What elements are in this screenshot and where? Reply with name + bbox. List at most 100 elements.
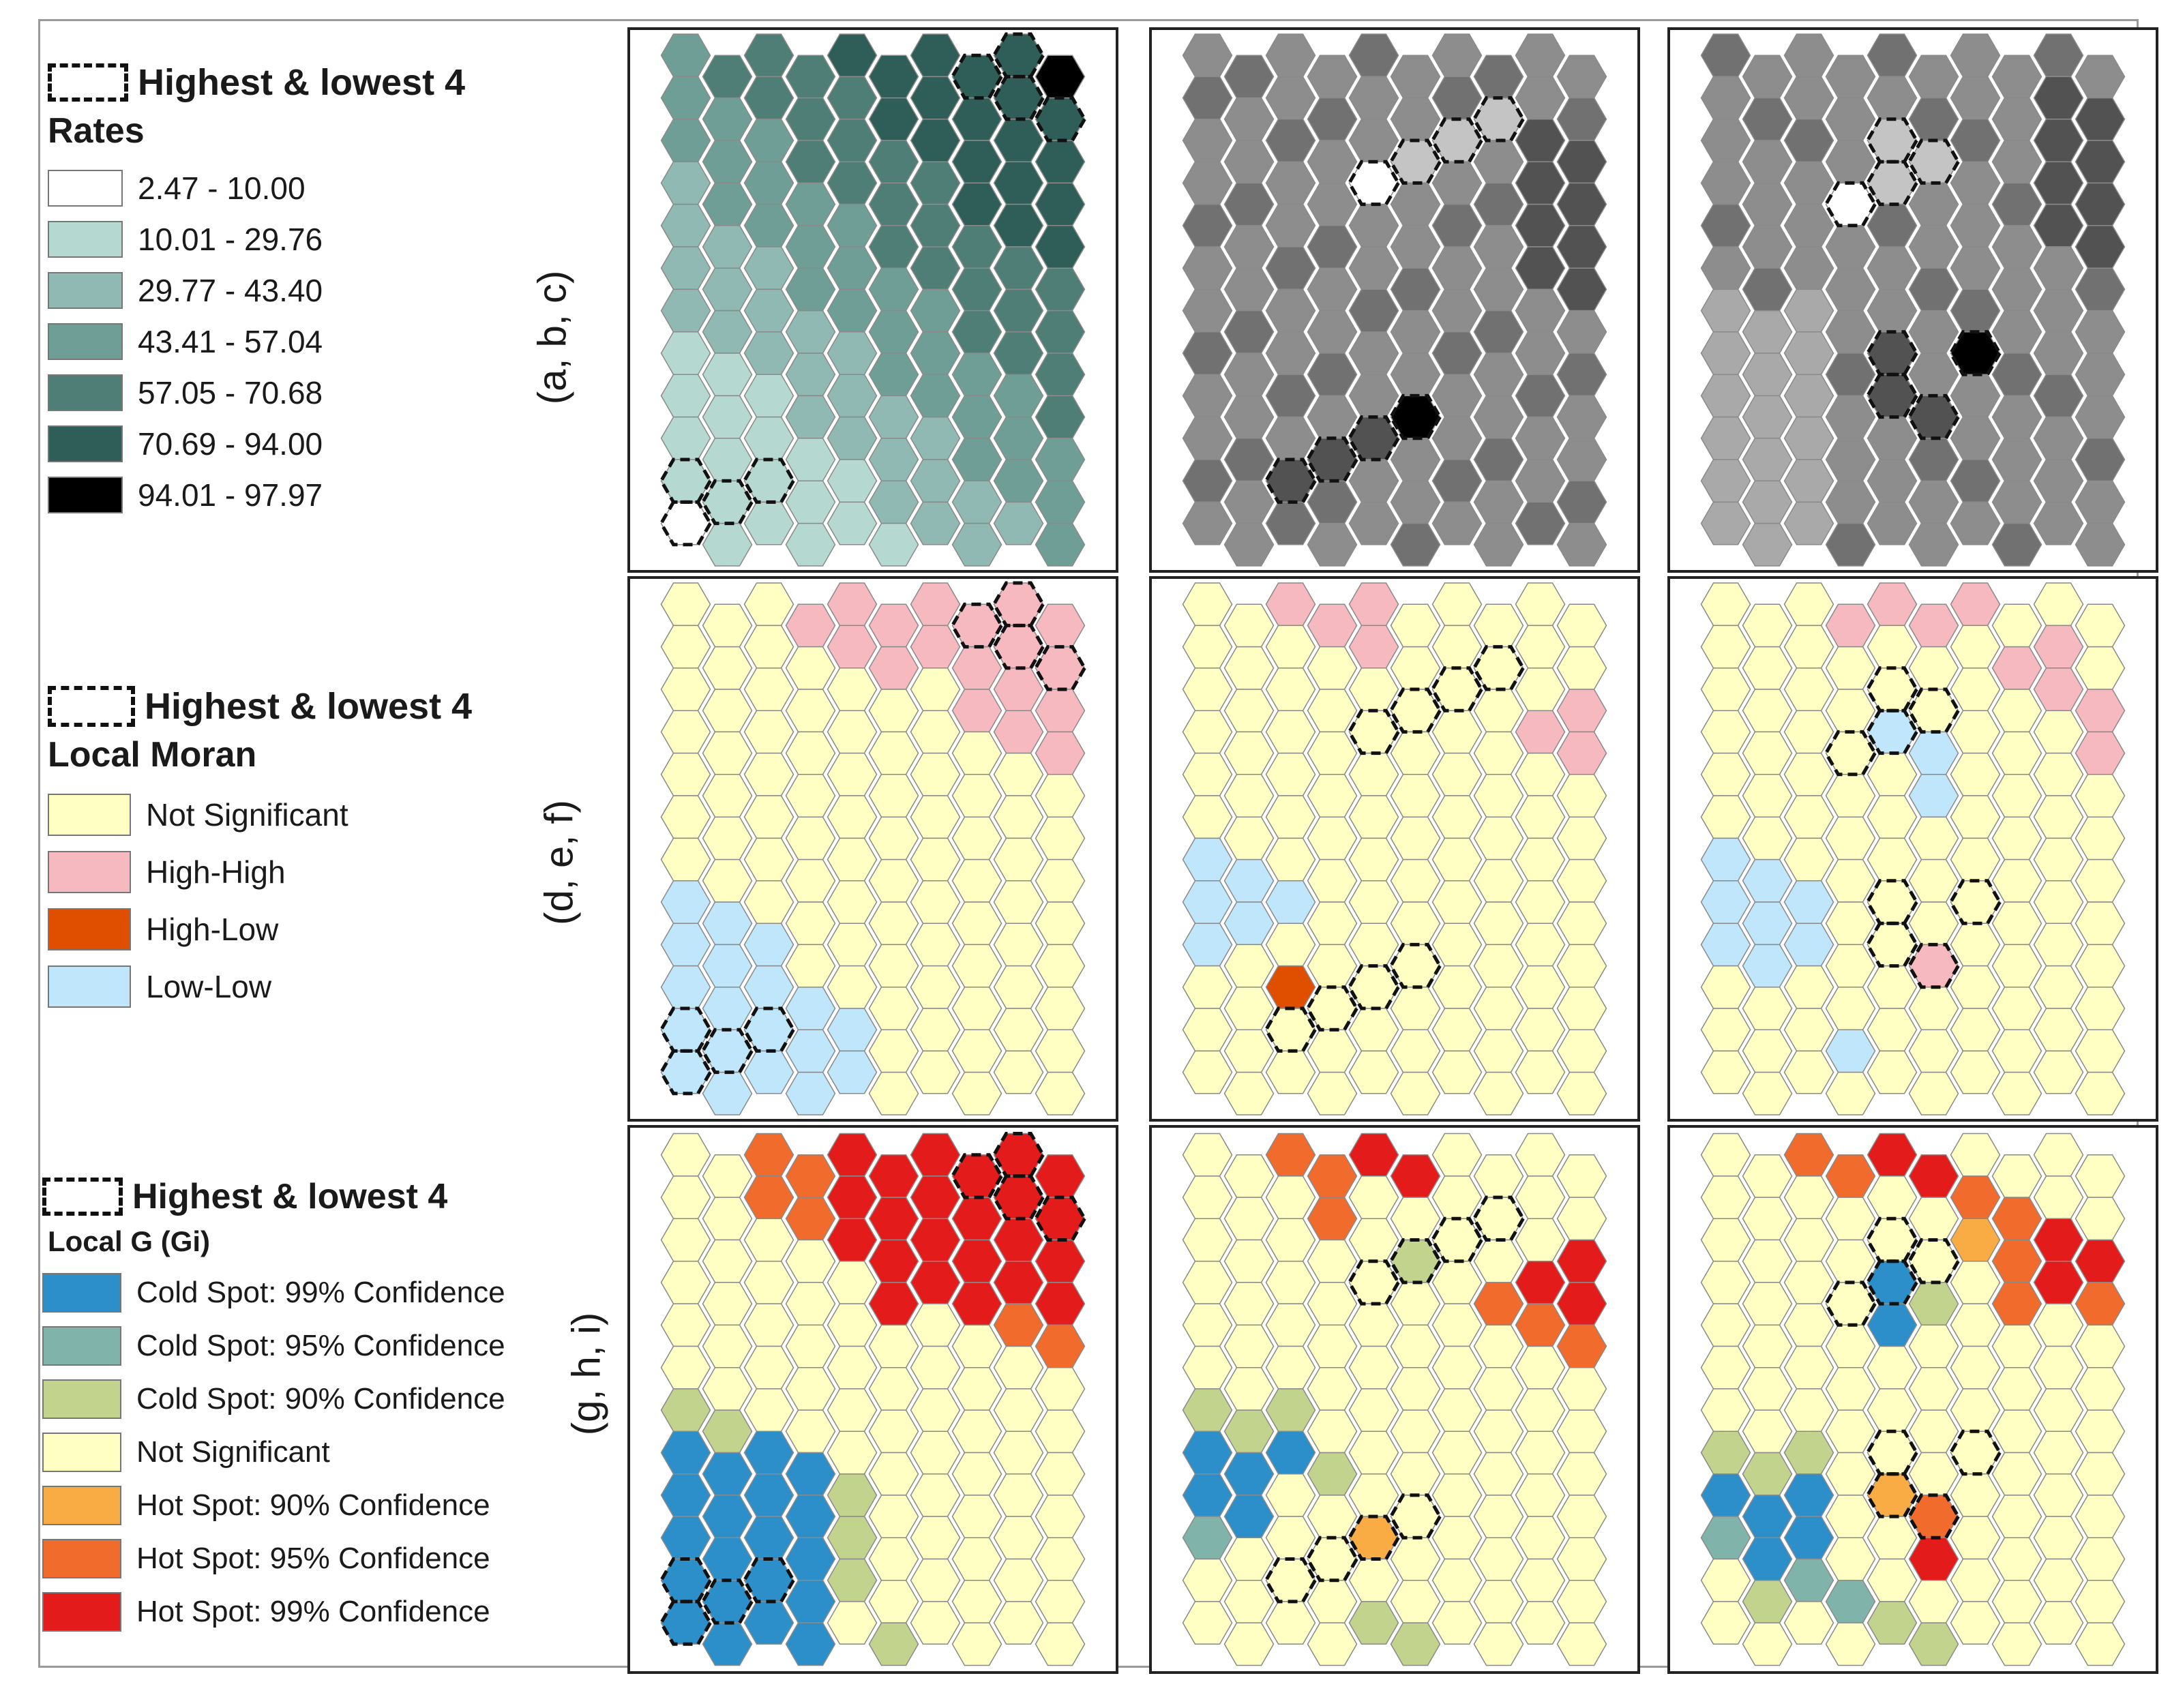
hex-cell xyxy=(702,1622,753,1666)
hex-cell xyxy=(1431,459,1483,503)
hex-cell xyxy=(660,752,711,796)
hex-cell xyxy=(993,752,1044,796)
hex-cell xyxy=(951,646,1002,690)
hex-cell xyxy=(1556,1324,1607,1368)
hex-cell xyxy=(1515,1218,1566,1262)
hex-cell xyxy=(1223,55,1275,99)
hex-cell xyxy=(1390,858,1441,903)
highlight-outline xyxy=(950,602,1004,649)
hex-cell xyxy=(827,880,878,924)
hex-cell xyxy=(951,1029,1002,1073)
hex-cell xyxy=(1515,1345,1566,1390)
hex-cell xyxy=(660,1175,711,1220)
hex-cell xyxy=(1473,1324,1524,1368)
hex-cell xyxy=(1908,1071,1959,1115)
hex-cell xyxy=(1700,625,1751,669)
hex-cell xyxy=(1307,1282,1358,1326)
hex-cell xyxy=(1556,816,1607,860)
gi-legend: Highest & lowest 4 Local G (Gi) Cold Spo… xyxy=(42,1176,505,1638)
hex-cell xyxy=(1908,1197,1959,1241)
hex-cell xyxy=(1390,1197,1441,1241)
map-panel-b xyxy=(1149,27,1640,573)
hex-cell xyxy=(951,1452,1002,1496)
hex-cell xyxy=(1515,795,1566,839)
hex-cell xyxy=(1991,858,2042,903)
hex-cell xyxy=(1700,416,1751,460)
hex-cell xyxy=(2075,774,2126,818)
hex-cell xyxy=(702,522,753,567)
hex-cell xyxy=(2075,353,2126,397)
hex-cell xyxy=(702,55,753,99)
hex-cell xyxy=(1307,1622,1358,1666)
hex-cell xyxy=(1265,33,1316,78)
hex-cell xyxy=(2075,731,2126,775)
hex-cell xyxy=(1431,965,1483,1009)
hex-cell xyxy=(1556,97,1607,141)
hex-cell xyxy=(1265,203,1316,248)
hex-cell xyxy=(910,288,961,333)
hex-cell xyxy=(951,182,1002,226)
hex-cell xyxy=(1223,1239,1275,1283)
hex-cell xyxy=(951,1071,1002,1115)
hex-cell xyxy=(743,331,794,375)
hex-cell xyxy=(1950,752,2001,796)
hex-cell xyxy=(1265,837,1316,882)
hex-cell xyxy=(1473,1239,1524,1283)
hex-cell xyxy=(1182,752,1233,796)
hex-cell xyxy=(743,1218,794,1262)
hex-cell xyxy=(743,710,794,754)
hex-cell xyxy=(1783,459,1834,503)
hex-cell xyxy=(827,837,878,882)
hex-cell xyxy=(1742,1239,1793,1283)
hex-cell xyxy=(1783,1175,1834,1220)
hex-cell xyxy=(910,1388,961,1433)
hex-cell xyxy=(660,1260,711,1304)
legend-label: High-High xyxy=(146,854,286,890)
hex-cell xyxy=(1783,923,1834,967)
hex-cell xyxy=(1556,646,1607,690)
hex-cell xyxy=(1825,1409,1876,1454)
row-label-abc: (a, b, c) xyxy=(530,270,575,405)
hex-cell xyxy=(1950,1050,2001,1094)
hex-cell xyxy=(1556,310,1607,354)
hex-cell xyxy=(785,858,836,903)
highlight-outline xyxy=(1033,1195,1087,1242)
hex-cell xyxy=(1556,901,1607,946)
hex-cell xyxy=(1700,1133,1751,1177)
hex-cell xyxy=(1265,374,1316,418)
hex-cell xyxy=(1825,1366,1876,1411)
hex-cell xyxy=(1825,225,1876,269)
hex-cell xyxy=(743,668,794,711)
hex-cell xyxy=(1390,816,1441,860)
hex-cell xyxy=(951,1409,1002,1454)
hex-cell xyxy=(1556,438,1607,481)
hex-cell xyxy=(827,288,878,333)
hex-cell xyxy=(785,55,836,99)
hex-cell xyxy=(1182,965,1233,1009)
hex-cell xyxy=(868,225,919,269)
hex-cell xyxy=(1223,480,1275,524)
hex-cell xyxy=(1182,416,1233,460)
highlight-outline xyxy=(1472,645,1526,691)
hex-cell xyxy=(785,1366,836,1411)
hex-map-e xyxy=(1182,582,1607,1115)
hex-cell xyxy=(1700,1558,1751,1602)
hex-cell xyxy=(2033,923,2084,967)
hex-cell xyxy=(993,1388,1044,1433)
hex-cell xyxy=(1515,710,1566,754)
highlight-outline xyxy=(1824,1280,1877,1327)
hex-cell xyxy=(1348,1601,1399,1645)
hex-cell xyxy=(1867,33,1918,78)
hex-cell xyxy=(1348,33,1399,78)
hex-cell xyxy=(910,331,961,375)
hex-cell xyxy=(1867,1345,1918,1390)
hex-cell xyxy=(785,901,836,946)
hex-cell xyxy=(1742,1622,1793,1666)
hex-cell xyxy=(1742,480,1793,524)
hex-cell xyxy=(1390,1452,1441,1496)
hex-cell xyxy=(2075,858,2126,903)
hex-cell xyxy=(1035,603,1086,648)
hex-cell xyxy=(951,731,1002,775)
hex-cell xyxy=(1950,1303,2001,1347)
highlight-outline xyxy=(1347,1259,1401,1306)
